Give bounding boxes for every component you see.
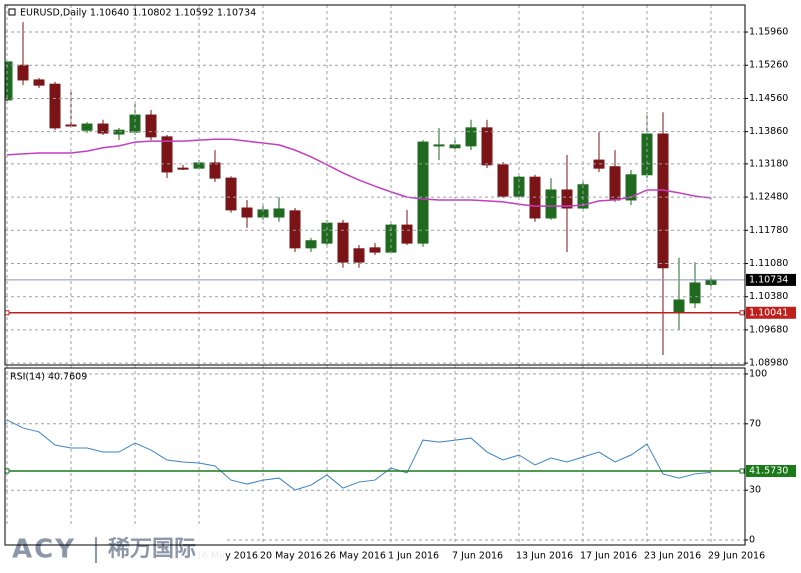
value-tag	[746, 306, 796, 319]
y-tick-label: 1.13180	[749, 158, 788, 169]
candle-body	[225, 177, 237, 211]
line-handle	[739, 310, 745, 316]
line-handle	[4, 468, 10, 474]
x-tick-label: 1 Jun 2016	[388, 551, 439, 562]
layers: 1.15960 1.15260 1.14560 1.13860 1.13180 1.124…	[0, 5, 796, 573]
y-tick-label: 70	[749, 418, 761, 429]
line-handle	[739, 468, 745, 474]
x-tick-label: 26 May 2016	[324, 551, 386, 562]
candle-body	[49, 83, 61, 129]
candle-body	[97, 123, 109, 134]
y-tick-label: 1.15960	[749, 27, 788, 38]
watermark-name: 稀万国际	[108, 536, 196, 562]
y-tick-label: 0	[749, 535, 755, 546]
value-tag	[746, 464, 796, 477]
main-frame	[4, 4, 746, 366]
value-tag-label: 1.10041	[749, 307, 788, 318]
y-tick-label: 1.08980	[749, 358, 788, 369]
candle-body	[305, 240, 317, 249]
plot	[6, 419, 712, 491]
x-tick-label: 20 May 2016	[260, 551, 322, 562]
value-tag	[746, 273, 796, 286]
chart-title: EURUSD,Daily 1.10640 1.10802 1.10592 1.1…	[20, 8, 256, 19]
x-tick-label: 29 Jun 2016	[708, 551, 765, 562]
y-tick-label: 1.15260	[749, 60, 788, 71]
candle-body	[673, 299, 685, 314]
y-tick-label: 1.09680	[749, 324, 788, 335]
candle-body	[129, 114, 141, 133]
rsi-title: RSI(14) 40.7609	[10, 372, 87, 383]
candle-body	[289, 210, 301, 249]
candle-body	[33, 79, 45, 86]
candle-body	[625, 174, 637, 201]
candle-body	[145, 114, 157, 138]
rsi-frame	[4, 367, 746, 546]
y-tick-label: 100	[749, 369, 767, 380]
x-tick-label: 17 Jun 2016	[580, 551, 637, 562]
candle-body	[465, 127, 477, 147]
candle-body	[177, 167, 189, 170]
candle-body	[241, 207, 253, 218]
watermark-bg	[0, 527, 225, 573]
rsi-line	[6, 419, 712, 491]
y-tick-label: 1.11080	[749, 258, 788, 269]
candle-body	[417, 141, 429, 244]
line-handle	[4, 310, 10, 316]
candle-body	[545, 189, 557, 219]
candle-body	[353, 248, 365, 263]
y-tick-label: 1.11780	[749, 225, 788, 236]
candle-body	[481, 127, 493, 166]
candle-body	[497, 164, 509, 197]
x-tick-label: 16 May 2016	[196, 551, 258, 562]
candle-body	[401, 224, 413, 244]
moving-average	[6, 138, 712, 207]
y-tick-label: 1.12480	[749, 192, 788, 203]
candle-body	[657, 133, 669, 269]
value-tag-label: 1.10734	[749, 274, 788, 285]
candle-body	[161, 136, 173, 173]
candle-body	[561, 189, 573, 209]
candle-body	[209, 162, 221, 179]
y-tick-label: 1.14560	[749, 93, 788, 104]
x-tick-label: 7 Jun 2016	[452, 551, 503, 562]
candle-body	[17, 64, 29, 81]
candle-body	[577, 184, 589, 209]
candle-body	[337, 222, 349, 263]
watermark-brand: ACY	[12, 535, 76, 565]
candle-body	[689, 282, 701, 304]
candle-body	[273, 208, 285, 218]
y-tick-label: 1.13860	[749, 126, 788, 137]
candle-body	[609, 166, 621, 201]
x-tick-label: 23 Jun 2016	[644, 551, 701, 562]
candle-body	[369, 247, 381, 253]
candle-body	[433, 144, 445, 147]
y-tick-label: 1.10380	[749, 291, 788, 302]
y-tick-label: 30	[749, 485, 761, 496]
candle-body	[81, 123, 93, 131]
title-icon	[8, 8, 16, 16]
value-tag-label: 41.5730	[749, 465, 788, 476]
x-tick-label: 13 Jun 2016	[516, 551, 573, 562]
